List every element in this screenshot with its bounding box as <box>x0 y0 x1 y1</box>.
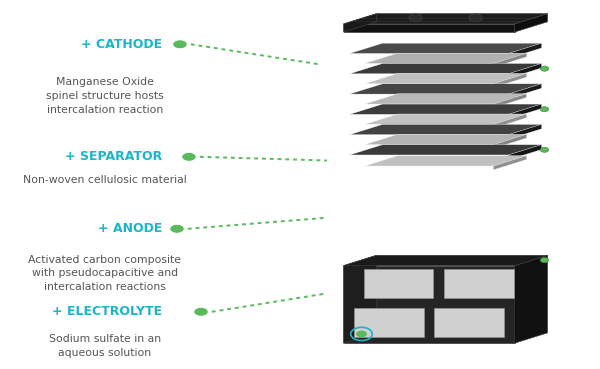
Polygon shape <box>343 255 548 266</box>
Text: Sodium sulfate in an
aqueous solution: Sodium sulfate in an aqueous solution <box>49 334 161 358</box>
Polygon shape <box>508 63 542 78</box>
Polygon shape <box>493 134 527 148</box>
Polygon shape <box>349 43 542 54</box>
Polygon shape <box>364 269 433 298</box>
Circle shape <box>170 224 184 233</box>
Polygon shape <box>349 145 542 155</box>
Polygon shape <box>343 255 377 343</box>
Polygon shape <box>364 94 527 104</box>
Polygon shape <box>364 53 527 63</box>
Circle shape <box>469 14 482 22</box>
Circle shape <box>356 331 367 337</box>
Polygon shape <box>349 84 542 94</box>
Text: Non-woven cellulosic material: Non-woven cellulosic material <box>23 175 187 185</box>
Polygon shape <box>349 124 542 135</box>
Polygon shape <box>343 266 515 343</box>
Polygon shape <box>354 308 424 337</box>
Circle shape <box>409 14 422 22</box>
Polygon shape <box>493 94 527 108</box>
Circle shape <box>540 107 549 112</box>
Polygon shape <box>364 134 527 145</box>
Polygon shape <box>515 255 548 343</box>
Polygon shape <box>343 14 377 32</box>
Polygon shape <box>493 114 527 128</box>
Text: + ELECTROLYTE: + ELECTROLYTE <box>52 305 162 318</box>
Polygon shape <box>508 145 542 160</box>
Text: Manganese Oxide
spinel structure hosts
intercalation reaction: Manganese Oxide spinel structure hosts i… <box>46 77 164 115</box>
Text: + SEPARATOR: + SEPARATOR <box>65 150 162 163</box>
Polygon shape <box>364 156 527 166</box>
Polygon shape <box>349 63 542 74</box>
Polygon shape <box>493 156 527 170</box>
Circle shape <box>194 307 208 316</box>
Circle shape <box>540 147 549 152</box>
Polygon shape <box>508 124 542 139</box>
Polygon shape <box>364 114 527 124</box>
Polygon shape <box>493 73 527 87</box>
Polygon shape <box>444 269 514 298</box>
Polygon shape <box>343 14 548 24</box>
Text: + ANODE: + ANODE <box>98 222 162 235</box>
Circle shape <box>540 258 549 263</box>
Polygon shape <box>493 53 527 67</box>
Polygon shape <box>349 104 542 114</box>
Circle shape <box>182 152 196 161</box>
Polygon shape <box>343 24 515 32</box>
Text: + CATHODE: + CATHODE <box>81 38 162 51</box>
Polygon shape <box>515 14 548 32</box>
Polygon shape <box>508 84 542 99</box>
Circle shape <box>540 66 549 71</box>
Circle shape <box>173 40 187 49</box>
Polygon shape <box>364 73 527 84</box>
Polygon shape <box>508 43 542 58</box>
Polygon shape <box>434 308 503 337</box>
Polygon shape <box>508 104 542 119</box>
Text: Activated carbon composite
with pseudocapacitive and
intercalation reactions: Activated carbon composite with pseudoca… <box>29 255 182 292</box>
